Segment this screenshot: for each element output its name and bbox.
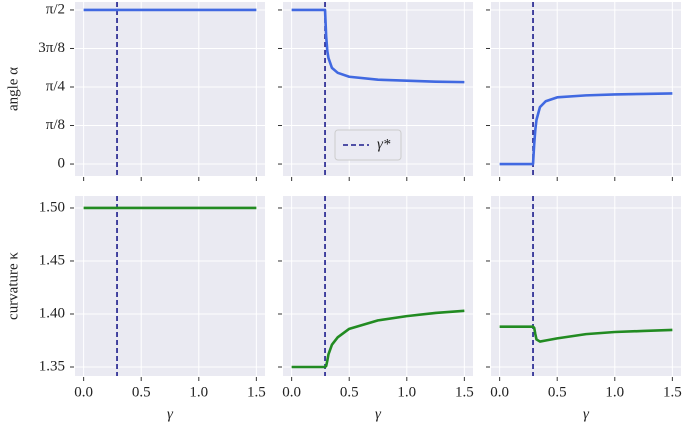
x-axis-label: γ [583,406,590,422]
x-tick-label: 1.0 [189,384,208,400]
data-line [291,309,465,369]
x-tick-label: 0.5 [132,384,151,400]
plot-area [283,196,473,376]
legend-label: γ* [377,136,391,152]
x-tick-label: 1.5 [455,384,474,400]
y-tick-label: π/8 [46,117,65,133]
y-tick-label: 0 [58,155,66,171]
x-tick-label: 1.5 [663,384,682,400]
x-tick-label: 0.0 [74,384,93,400]
x-tick-label: 0.5 [340,384,359,400]
data-line [499,92,673,166]
plot-area [491,2,681,176]
x-axis-label: γ [375,406,382,422]
plot-area [75,2,265,176]
data-line [499,325,673,343]
plot-area [75,196,265,376]
data-line [291,8,465,84]
y-tick-label: π/2 [46,1,65,17]
y-tick-label: 1.50 [39,199,65,215]
y-tick-label: 1.40 [39,305,65,321]
y-tick-label: 1.45 [39,252,65,268]
x-tick-label: 0.0 [282,384,301,400]
x-tick-label: 1.5 [247,384,266,400]
y-axis-label: angle α [5,67,21,111]
x-tick-label: 1.0 [397,384,416,400]
plot-area [491,196,681,376]
x-tick-label: 0.0 [490,384,509,400]
x-tick-label: 0.5 [548,384,567,400]
x-tick-label: 1.0 [605,384,624,400]
x-axis-label: γ [167,406,174,422]
y-tick-label: 1.35 [39,358,65,374]
y-tick-label: 3π/8 [38,40,65,56]
y-tick-label: π/4 [46,78,66,94]
y-axis-label: curvature κ [5,252,21,320]
